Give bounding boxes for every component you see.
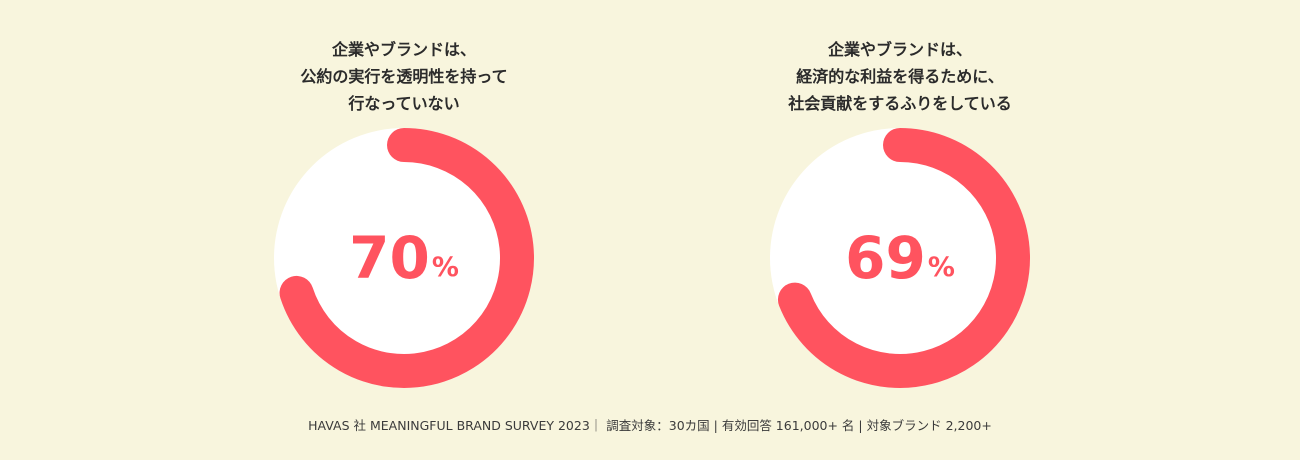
chart-panel-transparency: 企業やブランドは、 公約の実行を透明性を持って 行なっていない 70 % (224, 0, 584, 400)
donut-center-label: 70 % (274, 128, 534, 388)
donut-chart (274, 128, 534, 388)
chart-title: 企業やブランドは、 経済的な利益を得るために、 社会貢献をするふりをしている (720, 36, 1080, 117)
donut-value-label: 69 (845, 224, 926, 292)
chart-title-line-3: 行なっていない (348, 94, 460, 113)
donut-value-label: 70 (349, 224, 430, 292)
survey-source-note: HAVAS 社 MEANINGFUL BRAND SURVEY 2023｜ 調査… (308, 418, 992, 433)
donut-track (274, 128, 534, 388)
donut-unit-label: % (927, 251, 955, 283)
chart-title-line-2: 公約の実行を透明性を持って (300, 67, 508, 86)
donut-value-arc (777, 128, 1030, 388)
donut-track (770, 128, 1030, 388)
chart-panel-social-contribution: 企業やブランドは、 経済的な利益を得るために、 社会貢献をするふりをしている 6… (720, 0, 1080, 400)
chart-title: 企業やブランドは、 公約の実行を透明性を持って 行なっていない (224, 36, 584, 117)
donut-unit-label: % (431, 251, 459, 283)
chart-title-line-2: 経済的な利益を得るために、 (796, 67, 1004, 86)
chart-title-line-1: 企業やブランドは、 (331, 40, 476, 59)
donut-chart (770, 128, 1030, 388)
chart-title-line-3: 社会貢献をするふりをしている (788, 94, 1012, 113)
donut-center-label: 69 % (770, 128, 1030, 388)
donut-value-arc (279, 128, 534, 388)
chart-title-line-1: 企業やブランドは、 (827, 40, 972, 59)
